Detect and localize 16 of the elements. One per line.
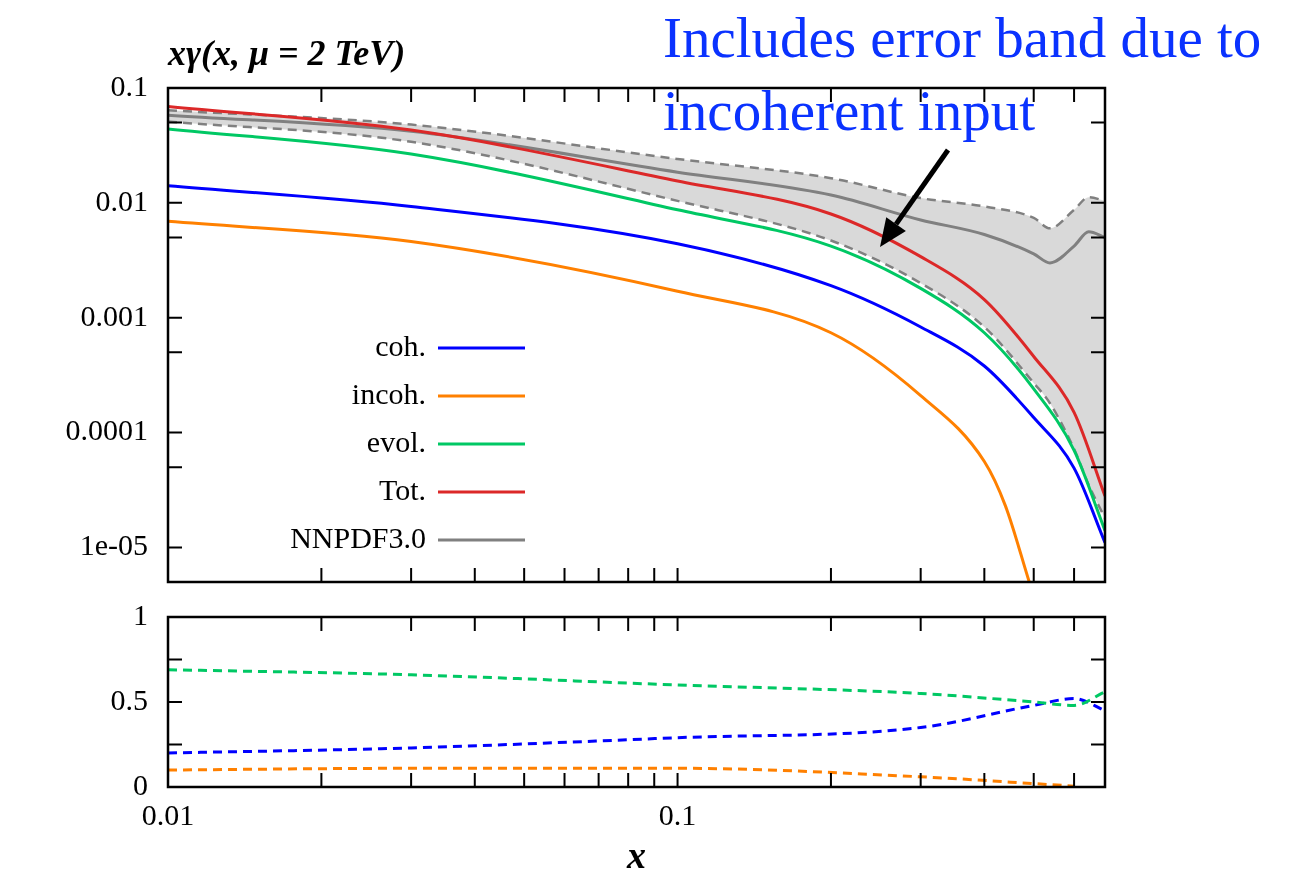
y-tick-label: 1e-05 bbox=[79, 528, 148, 562]
x-axis-title: x bbox=[626, 834, 646, 877]
y-tick-label: 0.1 bbox=[110, 68, 148, 102]
legend-label: NNPDF3.0 bbox=[290, 520, 426, 554]
y-tick-label: 0.001 bbox=[80, 298, 148, 332]
y-tick-label: 0.5 bbox=[110, 682, 148, 716]
legend-label: incoh. bbox=[351, 376, 426, 410]
y-tick-label: 0.01 bbox=[95, 183, 148, 217]
legend-label: coh. bbox=[375, 328, 426, 362]
legend-label: evol. bbox=[366, 424, 426, 458]
y-tick-label: 0.0001 bbox=[65, 413, 148, 447]
annotation: Includes error band due to incoherent input bbox=[663, 5, 1263, 144]
y-tick-label: 0 bbox=[133, 767, 148, 801]
chart-title: xγ(x, μ = 2 TeV) bbox=[168, 32, 406, 74]
legend-label: Tot. bbox=[378, 472, 426, 506]
y-tick-label: 1 bbox=[133, 597, 148, 631]
